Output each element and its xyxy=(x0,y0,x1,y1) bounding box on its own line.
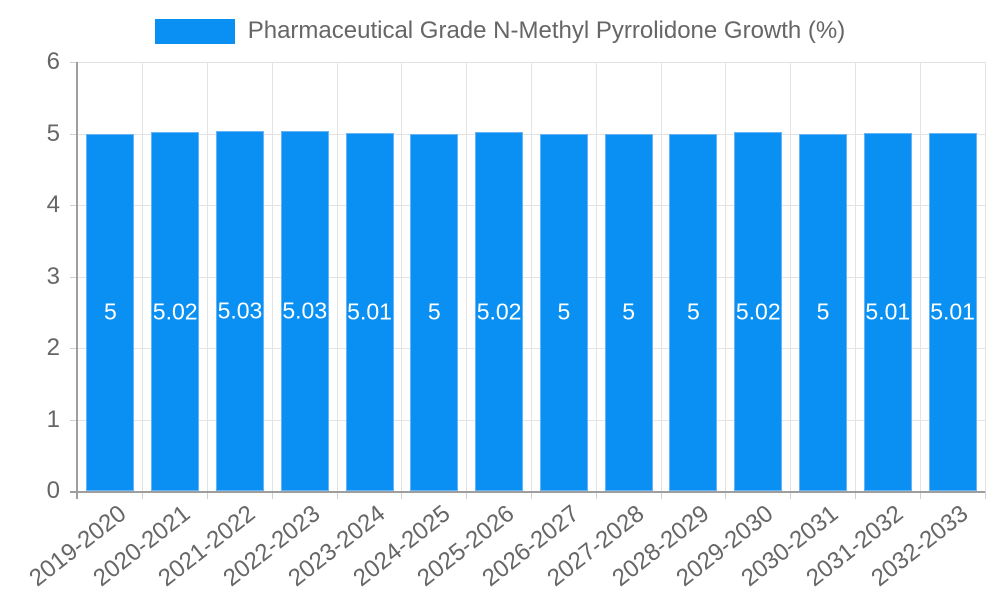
bar-value-label: 5 xyxy=(687,298,700,325)
gridline-vertical xyxy=(271,62,273,491)
bar-value-label: 5.01 xyxy=(865,298,911,325)
legend-swatch xyxy=(154,18,235,44)
bar-value-label: 5.02 xyxy=(735,298,781,325)
y-tick-mark xyxy=(70,205,78,206)
y-tick-label: 1 xyxy=(46,405,60,433)
y-axis-labels: 0 1 2 3 4 5 6 xyxy=(0,48,62,504)
gridline-vertical xyxy=(790,62,792,491)
gridline-vertical xyxy=(207,62,209,491)
y-tick-label: 2 xyxy=(46,334,60,361)
x-axis-line xyxy=(70,491,985,493)
y-tick-mark xyxy=(70,419,78,421)
bar-value-label: 5 xyxy=(816,298,830,325)
x-axis-labels: 2019-2020 2020-2021 2021-2022 2022-2023 2023… xyxy=(24,500,985,600)
bar: 5 xyxy=(799,133,848,491)
x-tick-mark xyxy=(336,491,338,499)
gridline-vertical xyxy=(531,62,532,491)
gridline-vertical xyxy=(919,62,921,491)
bar-value-label: 5 xyxy=(557,298,571,325)
gridline-vertical xyxy=(595,62,597,491)
y-tick-label: 3 xyxy=(46,262,60,290)
y-tick-label: 4 xyxy=(46,191,60,218)
y-tick-label: 0 xyxy=(46,477,60,504)
bar: 5.03 xyxy=(280,131,329,491)
gridline-vertical xyxy=(725,62,727,491)
legend-label: Pharmaceutical Grade N-Methyl Pyrrolidon… xyxy=(247,17,846,44)
gridline-vertical xyxy=(142,62,144,491)
bar: 5 xyxy=(604,133,653,491)
bar: 5.01 xyxy=(928,132,977,491)
gridline-vertical xyxy=(336,62,338,491)
y-tick-mark xyxy=(70,276,78,278)
y-tick-label: 6 xyxy=(46,48,60,75)
chart-legend[interactable]: Pharmaceutical Grade N-Methyl Pyrrolidon… xyxy=(0,17,1000,44)
gridline-vertical xyxy=(854,62,856,491)
bar: 5.02 xyxy=(475,132,524,491)
x-tick-mark xyxy=(984,491,986,499)
bar-value-label: 5.03 xyxy=(217,297,263,324)
bar: 5.02 xyxy=(734,132,783,491)
y-axis-line xyxy=(76,62,78,499)
bar: 5.01 xyxy=(863,132,912,491)
bar: 5.03 xyxy=(215,131,264,491)
y-tick-label: 5 xyxy=(46,119,60,147)
gridline-vertical xyxy=(984,62,986,491)
x-tick-mark xyxy=(660,491,662,499)
y-tick-mark xyxy=(70,133,78,135)
x-tick-mark xyxy=(207,491,209,499)
gridline-vertical xyxy=(401,62,403,491)
bar-value-label: 5 xyxy=(427,298,441,325)
gridline-vertical xyxy=(660,62,662,491)
y-tick-mark xyxy=(70,348,78,349)
bar: 5 xyxy=(669,133,718,491)
x-tick-mark xyxy=(725,491,727,499)
bar-value-label: 5.02 xyxy=(152,298,198,325)
bar-value-label: 5 xyxy=(622,298,636,325)
x-tick-mark xyxy=(466,491,468,499)
x-tick-mark xyxy=(595,491,597,499)
bar-value-label: 5.02 xyxy=(476,298,522,325)
x-tick-mark xyxy=(142,491,144,499)
x-tick-mark xyxy=(531,491,532,499)
x-tick-mark xyxy=(790,491,792,499)
x-tick-mark xyxy=(919,491,921,499)
bar-value-label: 5.03 xyxy=(282,297,328,324)
gridline-vertical xyxy=(466,62,468,491)
bar: 5.01 xyxy=(345,132,394,491)
bar: 5.02 xyxy=(151,132,200,491)
plot-area: 5 5.02 5.03 5.03 5.01 5 5.02 5 5 5 5.02 5 5.01 5.01 xyxy=(70,62,986,499)
bar-value-label: 5.01 xyxy=(347,298,392,325)
x-tick-mark xyxy=(401,491,403,499)
x-tick-mark xyxy=(854,491,856,499)
x-tick-mark xyxy=(271,491,273,499)
bar: 5 xyxy=(86,133,135,491)
bar: 5 xyxy=(410,133,459,491)
y-tick-mark xyxy=(70,62,78,63)
bar-value-label: 5.01 xyxy=(930,298,975,325)
bar: 5 xyxy=(539,133,588,491)
bar-value-label: 5 xyxy=(103,298,117,325)
